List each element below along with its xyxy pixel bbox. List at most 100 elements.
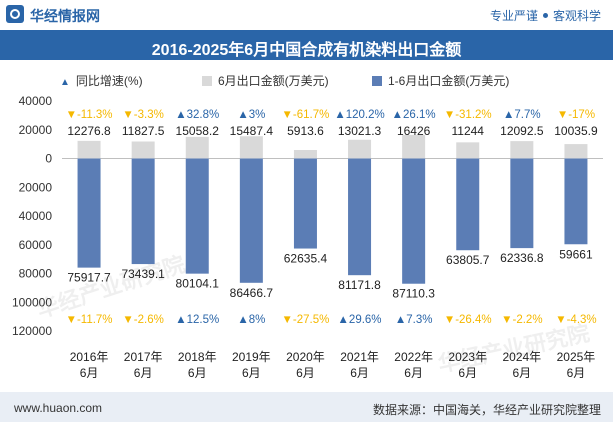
- growth-cumulative-up: ▲8%: [237, 314, 265, 326]
- bar-cumulative: [77, 158, 101, 268]
- data-label-cumulative: 73439.1: [121, 267, 165, 281]
- footer-url: www.huaon.com: [14, 401, 103, 415]
- data-label-month: 12276.8: [67, 124, 111, 138]
- legend-cumulative: 1-6月出口金额(万美元): [372, 72, 509, 89]
- growth-month-down: ▼-17%: [557, 109, 595, 121]
- x-tick-label: 6月: [80, 366, 99, 380]
- x-tick-label: 2018年: [178, 350, 217, 364]
- legend-cumulative-swatch: [372, 76, 382, 86]
- bar-month: [456, 142, 480, 159]
- legend-month-swatch: [202, 76, 212, 86]
- bar-cumulative: [293, 158, 317, 249]
- x-tick-label: 6月: [188, 366, 207, 380]
- chart-title: 2016-2025年6月中国合成有机染料出口金额: [151, 42, 462, 59]
- growth-month-up: ▲7.7%: [503, 109, 541, 121]
- data-label-month: 15058.2: [176, 124, 220, 138]
- y-tick-label: 100000: [12, 295, 52, 309]
- x-tick-label: 6月: [242, 366, 261, 380]
- growth-cumulative-up: ▲12.5%: [175, 314, 219, 326]
- slogan-right: 客观科学: [552, 9, 601, 23]
- bar-month: [239, 136, 263, 159]
- data-label-month: 12092.5: [500, 124, 544, 138]
- slogan-left: 专业严谨: [489, 9, 538, 23]
- growth-cumulative-down: ▼-4.3%: [555, 314, 596, 326]
- growth-cumulative-down: ▼-27.5%: [282, 314, 330, 326]
- data-label-month: 10035.9: [554, 124, 598, 138]
- x-tick-label: 2020年: [286, 350, 325, 364]
- x-tick-label: 2017年: [124, 350, 163, 364]
- growth-cumulative-down: ▼-26.4%: [444, 314, 492, 326]
- title-bar: 2016-2025年6月中国合成有机染料出口金额: [0, 30, 613, 60]
- y-tick-label: 20000: [19, 123, 53, 137]
- data-label-cumulative: 75917.7: [67, 271, 111, 285]
- data-label-cumulative: 86466.7: [230, 286, 274, 300]
- watermark: 华经产业研究院: [34, 251, 188, 322]
- footer: www.huaon.com 数据来源：中国海关，华经产业研究院整理: [0, 392, 613, 422]
- data-label-cumulative: 63805.7: [446, 253, 490, 267]
- data-label-month: 13021.3: [338, 124, 382, 138]
- brand-name: 华经情报网: [30, 8, 100, 24]
- triangle-up-icon: ▲: [60, 77, 70, 88]
- y-tick-label: 20000: [19, 180, 53, 194]
- bar-cumulative: [131, 158, 155, 265]
- y-tick-label: 80000: [19, 267, 53, 281]
- y-tick-label: 60000: [19, 238, 53, 252]
- legend-growth-label: 同比增速(%): [75, 74, 143, 88]
- growth-month-up: ▲120.2%: [334, 109, 384, 121]
- data-label-month: 16426: [397, 124, 431, 138]
- x-tick-label: 2023年: [448, 350, 487, 364]
- bar-cumulative: [510, 158, 534, 249]
- x-tick-label: 6月: [458, 366, 477, 380]
- huajing-logo-icon: [6, 5, 24, 23]
- growth-month-down: ▼-61.7%: [282, 109, 330, 121]
- x-tick-label: 6月: [404, 366, 423, 380]
- legend-growth: ▲ 同比增速(%): [60, 72, 143, 89]
- y-tick-label: 40000: [19, 209, 53, 223]
- data-label-cumulative: 59661: [559, 247, 593, 261]
- growth-month-down: ▼-11.3%: [66, 109, 113, 121]
- bar-month: [293, 149, 317, 159]
- y-tick-label: 120000: [12, 324, 52, 338]
- top-bar: 华经情报网 专业严谨 客观科学: [0, 0, 613, 30]
- x-tick-label: 2022年: [394, 350, 433, 364]
- data-label-cumulative: 87110.3: [392, 287, 435, 301]
- data-label-month: 5913.6: [287, 124, 324, 138]
- data-label-month: 11244: [452, 124, 485, 138]
- bar-cumulative: [402, 158, 426, 284]
- growth-month-up: ▲32.8%: [175, 109, 219, 121]
- growth-month-up: ▲26.1%: [392, 109, 436, 121]
- x-tick-label: 2016年: [70, 350, 109, 364]
- growth-cumulative-down: ▼-2.6%: [122, 314, 163, 326]
- growth-month-up: ▲3%: [237, 109, 265, 121]
- x-tick-label: 6月: [134, 366, 153, 380]
- x-tick-label: 6月: [567, 366, 586, 380]
- bar-cumulative: [564, 158, 588, 245]
- bar-month: [510, 141, 534, 159]
- data-label-cumulative: 80104.1: [176, 277, 220, 291]
- growth-cumulative-up: ▲7.3%: [395, 314, 433, 326]
- bar-month: [185, 136, 209, 159]
- dot-separator-icon: [542, 13, 548, 19]
- growth-month-down: ▼-31.2%: [444, 109, 492, 121]
- data-label-cumulative: 62635.4: [284, 252, 328, 266]
- growth-cumulative-down: ▼-11.7%: [66, 314, 113, 326]
- bar-cumulative: [348, 158, 372, 276]
- bar-cumulative: [185, 158, 209, 274]
- y-tick-label: 0: [45, 152, 52, 166]
- data-label-cumulative: 62336.8: [500, 251, 544, 265]
- bar-cumulative: [239, 158, 263, 283]
- bar-month: [564, 144, 588, 159]
- x-tick-label: 6月: [350, 366, 369, 380]
- growth-cumulative-up: ▲29.6%: [338, 314, 382, 326]
- data-label-month: 15487.4: [230, 124, 274, 138]
- footer-source: 数据来源：中国海关，华经产业研究院整理: [372, 403, 601, 417]
- legend-month: 6月出口金额(万美元): [202, 72, 329, 89]
- x-tick-label: 6月: [513, 366, 532, 380]
- slogan: 专业严谨 客观科学: [490, 7, 601, 24]
- bar-month: [402, 134, 426, 159]
- legend-cumulative-label: 1-6月出口金额(万美元): [388, 74, 510, 88]
- x-tick-label: 6月: [296, 366, 315, 380]
- bar-month: [131, 141, 155, 159]
- x-tick-label: 2021年: [340, 350, 379, 364]
